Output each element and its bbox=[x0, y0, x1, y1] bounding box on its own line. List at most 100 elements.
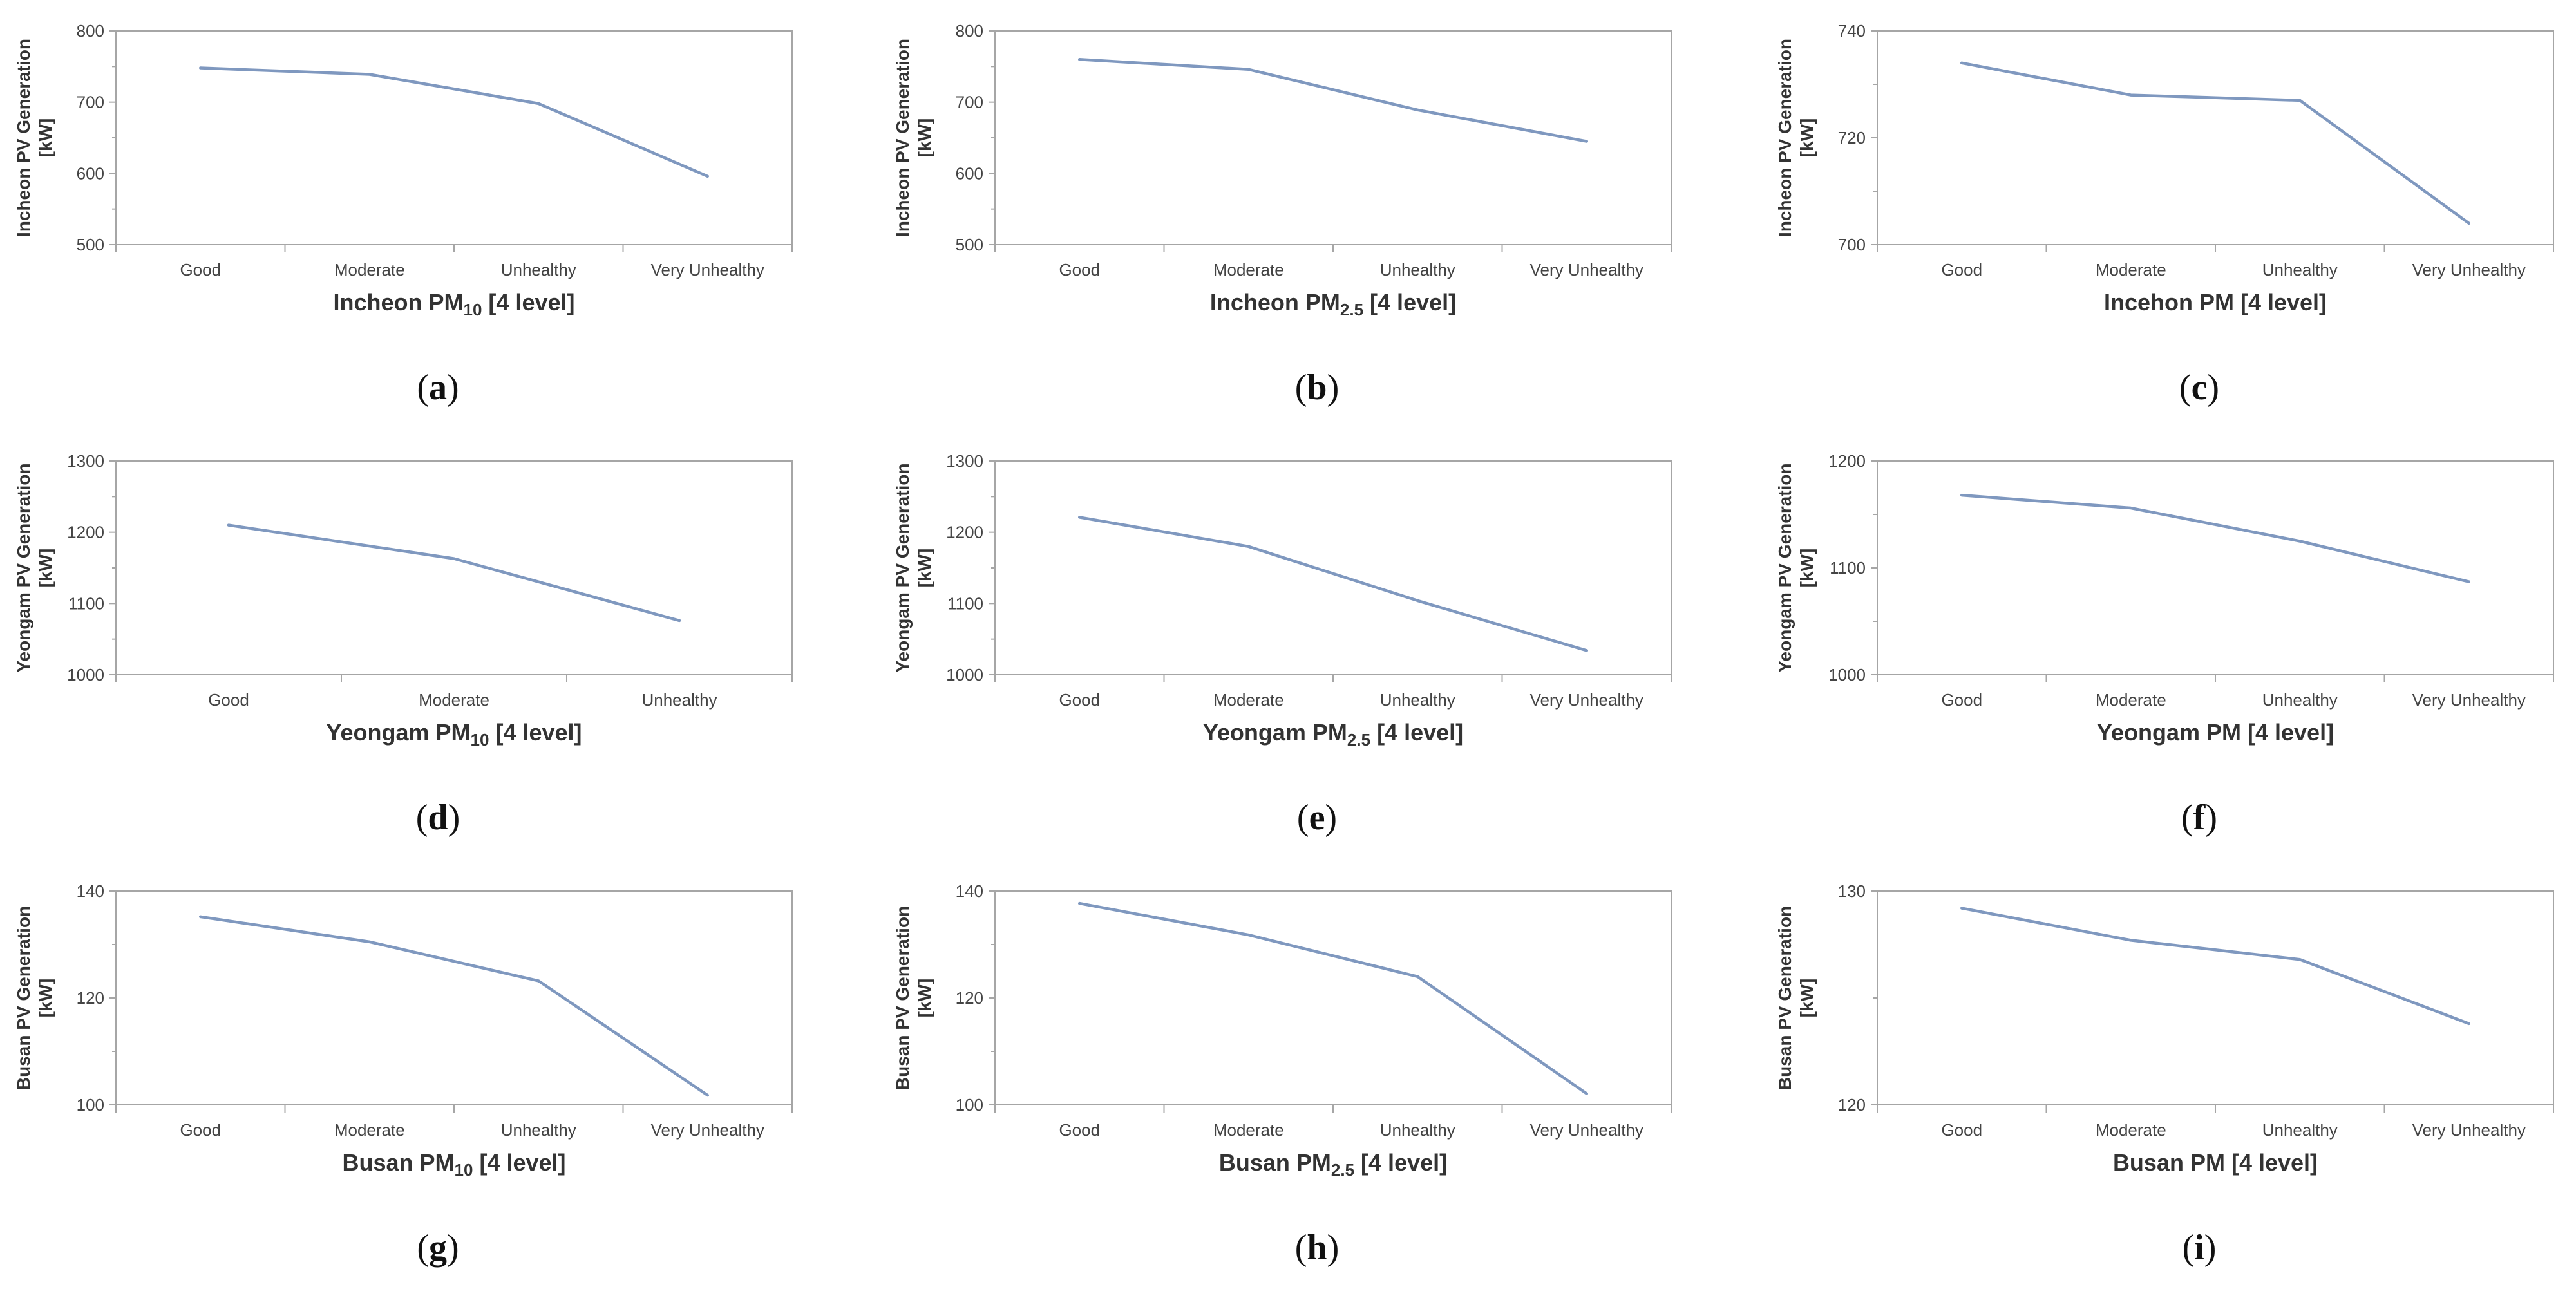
chart-h: 100 120 140 Good Moderate Unhealthy Very Unhea… bbox=[893, 881, 1672, 1180]
panel-letter: h bbox=[1307, 1228, 1327, 1268]
x-tick-label: Moderate bbox=[1213, 1120, 1284, 1140]
series-line bbox=[227, 523, 681, 623]
chart-a: 500 600 700 800 Good Moderate Unhealthy Very Un… bbox=[14, 21, 793, 319]
y-tick-label: 800 bbox=[956, 21, 983, 41]
x-tick-label: Good bbox=[1059, 690, 1100, 710]
y-tick-label: 500 bbox=[77, 235, 104, 254]
y-axis-title: Busan PV Generation bbox=[14, 906, 33, 1090]
data-point bbox=[199, 66, 202, 70]
panel-caption: (f) bbox=[2181, 798, 2217, 838]
chart-g: 100 120 140 Good Moderate Unhealthy Very Unhea… bbox=[14, 881, 793, 1180]
y-axis-unit: [kW] bbox=[1797, 979, 1817, 1018]
data-point bbox=[2129, 93, 2132, 97]
x-axis-title: Yeongam PM10 [4 level] bbox=[326, 719, 582, 749]
x-tick-label: Moderate bbox=[2096, 260, 2166, 279]
panel-letter: e bbox=[1309, 798, 1325, 838]
y-tick-label: 500 bbox=[956, 235, 983, 254]
data-point bbox=[2129, 507, 2132, 510]
panel-caption: (a) bbox=[417, 368, 459, 408]
x-axis-title: Busan PM2.5 [4 level] bbox=[1219, 1149, 1447, 1180]
x-tick-label: Unhealthy bbox=[1380, 260, 1455, 279]
series-line bbox=[1078, 901, 1588, 1095]
plot-frame bbox=[994, 460, 1672, 675]
data-point bbox=[2129, 939, 2132, 942]
data-point bbox=[2298, 99, 2302, 102]
chart-e: 1000 1100 1200 1300 Good Moderate Unhealthy Ver… bbox=[893, 451, 1672, 749]
x-axis-title: Yeongam PM2.5 [4 level] bbox=[1203, 719, 1463, 749]
x-tick-label: Good bbox=[1941, 260, 1982, 279]
x-tick-label: Good bbox=[1941, 690, 1982, 710]
y-tick-label: 130 bbox=[1838, 881, 1866, 901]
y-tick-label: 600 bbox=[956, 164, 983, 183]
y-axis-unit: [kW] bbox=[35, 118, 55, 158]
x-tick-label: Unhealthy bbox=[2262, 690, 2338, 710]
y-axis-title: Yeongam PV Generation bbox=[1775, 463, 1795, 672]
x-axis-title: Incehon PM [4 level] bbox=[2104, 289, 2327, 315]
data-point bbox=[368, 73, 371, 76]
data-point bbox=[1247, 934, 1250, 937]
series-line bbox=[199, 915, 709, 1097]
panel-caption: (g) bbox=[417, 1228, 459, 1268]
x-tick-label: Moderate bbox=[1213, 260, 1284, 279]
y-tick-label: 720 bbox=[1838, 128, 1866, 147]
x-axis-title: Busan PM10 [4 level] bbox=[342, 1149, 565, 1180]
data-point bbox=[2467, 1022, 2470, 1025]
x-tick-label: Moderate bbox=[419, 690, 489, 710]
y-tick-label: 1000 bbox=[1828, 665, 1866, 684]
x-axis-title: Incheon PM10 [4 level] bbox=[333, 289, 574, 319]
data-point bbox=[1247, 545, 1250, 548]
x-tick-label: Unhealthy bbox=[2262, 1120, 2338, 1140]
data-point bbox=[2467, 221, 2470, 225]
y-axis-title: Incheon PV Generation bbox=[893, 39, 913, 237]
x-tick-label: Very Unhealthy bbox=[651, 1120, 764, 1140]
y-tick-label: 1200 bbox=[67, 523, 104, 542]
x-tick-label: Unhealthy bbox=[501, 1120, 576, 1140]
panel-caption: (b) bbox=[1294, 368, 1340, 408]
panel-letter: g bbox=[429, 1228, 447, 1268]
y-tick-label: 1000 bbox=[946, 665, 983, 684]
y-axis-title: Incheon PV Generation bbox=[1775, 39, 1795, 237]
chart-b: 500 600 700 800 Good Moderate Unhealthy Very Un… bbox=[893, 21, 1672, 319]
panel-caption: (h) bbox=[1294, 1228, 1340, 1268]
data-point bbox=[1585, 140, 1588, 143]
x-tick-label: Very Unhealthy bbox=[1530, 1120, 1643, 1140]
data-point bbox=[2298, 540, 2302, 543]
y-axis-unit: [kW] bbox=[35, 549, 55, 588]
chart-i: 120 130 Good Moderate Unhealthy Very Unhealth… bbox=[1775, 881, 2554, 1176]
data-point bbox=[1416, 975, 1419, 978]
x-tick-label: Unhealthy bbox=[2262, 260, 2338, 279]
panel-letter: a bbox=[429, 368, 447, 408]
data-point bbox=[706, 1094, 709, 1097]
data-point bbox=[1585, 649, 1588, 652]
chart-panel-g: 100 120 140 Good Moderate Unhealthy Very Unhea… bbox=[0, 860, 876, 1279]
x-tick-label: Very Unhealthy bbox=[2412, 690, 2526, 710]
y-axis-unit: [kW] bbox=[914, 979, 934, 1018]
x-tick-label: Good bbox=[180, 260, 221, 279]
y-tick-label: 1200 bbox=[1828, 451, 1866, 471]
x-tick-label: Unhealthy bbox=[1380, 1120, 1455, 1140]
plot-frame bbox=[115, 30, 793, 245]
series-line bbox=[1960, 493, 2470, 583]
x-tick-label: Good bbox=[180, 1120, 221, 1140]
x-tick-label: Very Unhealthy bbox=[651, 260, 764, 279]
y-axis-unit: [kW] bbox=[1797, 549, 1817, 588]
y-axis-unit: [kW] bbox=[914, 549, 934, 588]
x-tick-label: Good bbox=[1941, 1120, 1982, 1140]
series-line bbox=[1960, 61, 2470, 225]
y-tick-label: 100 bbox=[77, 1095, 104, 1115]
panel-letter: c bbox=[2191, 368, 2208, 408]
chart-f: 1000 1100 1200 Good Moderate Unhealthy Very Un… bbox=[1775, 451, 2554, 746]
x-tick-label: Unhealthy bbox=[501, 260, 576, 279]
chart-panel-c: 700 720 740 Good Moderate Unhealthy Very Unhea… bbox=[1761, 0, 2576, 419]
data-point bbox=[1960, 907, 1964, 910]
chart-panel-d: 1000 1100 1200 1300 Good Moderate Unhealthy Yeo… bbox=[0, 430, 876, 849]
y-tick-label: 740 bbox=[1838, 21, 1866, 41]
x-tick-label: Unhealthy bbox=[641, 690, 717, 710]
x-tick-label: Moderate bbox=[334, 1120, 405, 1140]
chart-panel-i: 120 130 Good Moderate Unhealthy Very Unhealth… bbox=[1761, 860, 2576, 1279]
data-point bbox=[1960, 61, 1964, 64]
plot-frame bbox=[115, 460, 793, 675]
data-point bbox=[1960, 494, 1964, 497]
data-point bbox=[2298, 958, 2302, 961]
